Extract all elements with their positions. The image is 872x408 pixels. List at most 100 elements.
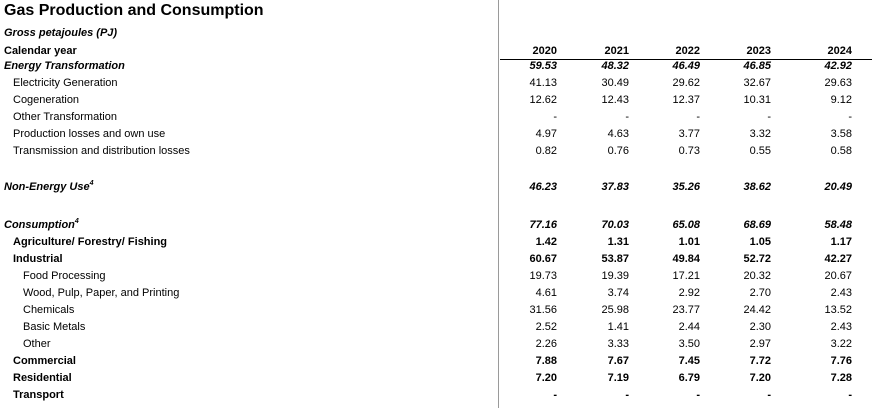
cell: 58.48 (824, 219, 852, 231)
cell: 7.67 (607, 355, 629, 367)
row-label: Consumption4 (4, 217, 79, 235)
cell: 4.61 (535, 287, 557, 299)
cell: 2.43 (830, 287, 852, 299)
non-energy-label: Non-Energy Use (4, 181, 90, 193)
row-label: Commercial (13, 355, 76, 367)
cell: 4.63 (607, 128, 629, 140)
row-label: Other (23, 338, 51, 350)
consumption-label: Consumption (4, 219, 75, 231)
cell: 6.79 (678, 372, 700, 384)
cell: - (848, 111, 852, 123)
cell: 7.19 (607, 372, 629, 384)
cell: 0.76 (607, 145, 629, 157)
row-label: Chemicals (23, 304, 75, 316)
header-row: Calendar year 2020 2021 2022 2023 2024 (0, 43, 872, 60)
cell: 3.74 (607, 287, 629, 299)
year-2022: 2022 (675, 45, 700, 57)
cell: 1.17 (830, 236, 852, 248)
row-label: Residential (13, 372, 72, 384)
cell: 30.49 (601, 77, 629, 89)
row-label: Basic Metals (23, 321, 86, 333)
row-label: Other Transformation (13, 111, 117, 123)
cell: 32.67 (743, 77, 771, 89)
cell: 3.58 (830, 128, 852, 140)
row-label: Non-Energy Use4 (4, 179, 93, 197)
cell: 4.97 (535, 128, 557, 140)
cell: 42.27 (824, 253, 852, 265)
page-title: Gas Production and Consumption (4, 2, 264, 19)
cell: 19.73 (529, 270, 557, 282)
cell: 0.82 (535, 145, 557, 157)
year-2021: 2021 (604, 45, 629, 57)
cell: 70.03 (601, 219, 629, 231)
footnote-marker: 4 (74, 218, 79, 225)
cell: 24.42 (743, 304, 771, 316)
cell: 12.62 (529, 94, 557, 106)
cell: 29.62 (672, 77, 700, 89)
cell: 77.16 (529, 219, 557, 231)
cell: - (553, 111, 557, 123)
cell: 20.67 (824, 270, 852, 282)
cell: 1.05 (749, 236, 771, 248)
table-row: Agriculture/ Forestry/ Fishing 1.42 1.31… (0, 234, 872, 251)
cell: 19.39 (601, 270, 629, 282)
cell: - (848, 389, 852, 401)
year-2024: 2024 (827, 45, 852, 57)
cell: 23.77 (672, 304, 700, 316)
cell: 12.43 (601, 94, 629, 106)
unit-subtitle: Gross petajoules (PJ) (4, 27, 118, 39)
cell: 7.88 (535, 355, 557, 367)
cell: - (625, 389, 629, 401)
cell: 17.21 (672, 270, 700, 282)
row-label: Production losses and own use (13, 128, 166, 140)
cell: - (696, 389, 700, 401)
cell: 53.87 (601, 253, 629, 265)
table-row: Transport - - - - - (0, 387, 872, 404)
header-label: Calendar year (4, 45, 77, 57)
cell: 2.26 (535, 338, 557, 350)
cell: 3.77 (678, 128, 700, 140)
cell: 1.31 (607, 236, 629, 248)
table-row: Residential 7.20 7.19 6.79 7.20 7.28 (0, 370, 872, 387)
table-row: Other 2.26 3.33 3.50 2.97 3.22 (0, 336, 872, 353)
cell: 9.12 (830, 94, 852, 106)
cell: 31.56 (529, 304, 557, 316)
cell: 7.72 (749, 355, 771, 367)
row-label: Cogeneration (13, 94, 80, 106)
cell: 2.43 (830, 321, 852, 333)
cell: 10.31 (743, 94, 771, 106)
row-label: Energy Transformation (4, 60, 125, 72)
cell: 2.52 (535, 321, 557, 333)
cell: 65.08 (672, 219, 700, 231)
row-label: Agriculture/ Forestry/ Fishing (13, 236, 168, 248)
header-rule (500, 59, 872, 60)
cell: - (553, 389, 557, 401)
cell: 3.32 (749, 128, 771, 140)
cell: 29.63 (824, 77, 852, 89)
cell: 2.92 (678, 287, 700, 299)
cell: 7.28 (830, 372, 852, 384)
row-label: Transmission and distribution losses (13, 145, 190, 157)
cell: 7.45 (678, 355, 700, 367)
year-2023: 2023 (746, 45, 771, 57)
cell: 13.52 (824, 304, 852, 316)
footnote-marker: 4 (89, 180, 94, 187)
cell: 7.76 (830, 355, 852, 367)
row-label: Industrial (13, 253, 63, 265)
cell: 20.49 (824, 181, 852, 193)
cell: 35.26 (672, 181, 700, 193)
cell: 7.20 (749, 372, 771, 384)
column-divider (498, 0, 499, 408)
cell: 20.32 (743, 270, 771, 282)
cell: 2.44 (678, 321, 700, 333)
cell: 0.55 (749, 145, 771, 157)
row-label: Electricity Generation (13, 77, 118, 89)
cell: 41.13 (529, 77, 557, 89)
cell: 60.67 (529, 253, 557, 265)
cell: 49.84 (672, 253, 700, 265)
cell: - (767, 111, 771, 123)
table-row: Consumption4 77.16 70.03 65.08 68.69 58.… (0, 217, 872, 234)
row-label: Food Processing (23, 270, 106, 282)
table-row: Industrial 60.67 53.87 49.84 52.72 42.27 (0, 251, 872, 268)
